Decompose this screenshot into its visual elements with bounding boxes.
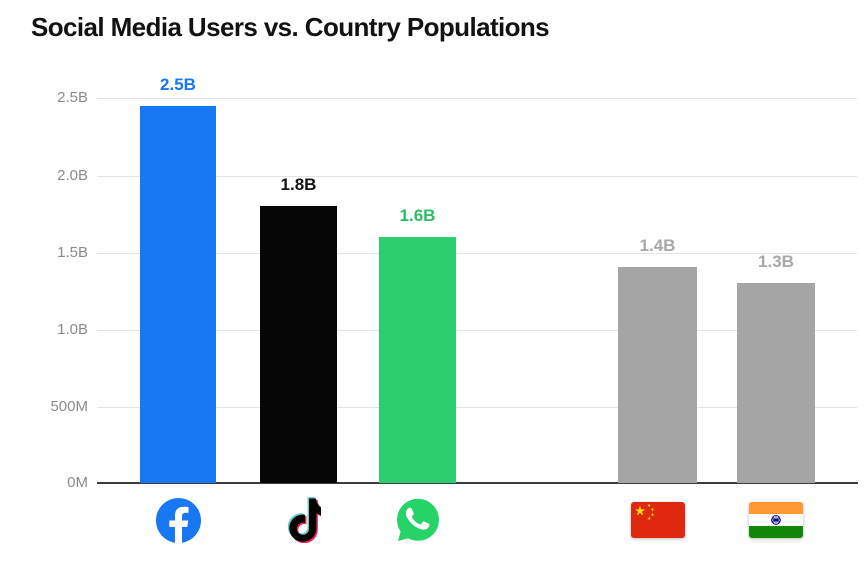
x-axis-label-facebook xyxy=(140,497,216,543)
china-flag-icon xyxy=(630,502,685,538)
x-axis-label-india xyxy=(737,497,815,543)
gridline xyxy=(97,330,857,331)
chart-title: Social Media Users vs. Country Populatio… xyxy=(31,12,550,42)
y-axis-tick-label: 500M xyxy=(50,398,88,415)
x-axis-label-whatsapp xyxy=(379,497,456,543)
whatsapp-icon xyxy=(395,498,440,543)
tiktok-icon xyxy=(277,497,328,544)
y-axis-tick-label: 2.5B xyxy=(57,89,88,106)
bar-column-facebook: 2.5B xyxy=(140,75,216,483)
bar-china xyxy=(618,267,697,483)
bar-column-tiktok: 1.8B xyxy=(260,175,337,483)
y-axis-tick-label: 0M xyxy=(67,474,88,491)
x-axis-line xyxy=(97,482,858,484)
bar-value-label-china: 1.4B xyxy=(639,236,676,255)
gridline xyxy=(97,176,857,177)
bar-value-label-facebook: 2.5B xyxy=(160,75,196,94)
y-axis-tick-label: 1.5B xyxy=(57,244,88,261)
bar-value-label-whatsapp: 1.6B xyxy=(399,206,436,225)
bar-whatsapp xyxy=(379,237,456,483)
x-axis-label-china xyxy=(618,497,697,543)
bar-india xyxy=(737,283,815,483)
bar-value-label-india: 1.3B xyxy=(758,252,794,271)
gridline xyxy=(97,253,857,254)
gridline xyxy=(97,407,857,408)
x-axis-label-tiktok xyxy=(260,497,337,544)
y-axis-tick-label: 1.0B xyxy=(57,321,88,338)
gridline xyxy=(97,98,857,99)
india-flag-icon xyxy=(749,502,803,538)
y-axis-tick-label: 2.0B xyxy=(57,167,88,184)
bar-column-india: 1.3B xyxy=(737,252,815,483)
bar-value-label-tiktok: 1.8B xyxy=(280,175,317,194)
bar-facebook xyxy=(140,106,216,483)
facebook-icon xyxy=(155,497,201,543)
bar-column-china: 1.4B xyxy=(618,236,697,483)
bar-tiktok xyxy=(260,206,337,483)
bar-column-whatsapp: 1.6B xyxy=(379,206,456,483)
